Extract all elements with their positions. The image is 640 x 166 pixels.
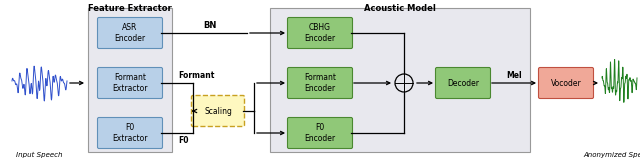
- FancyBboxPatch shape: [191, 95, 244, 126]
- Text: ASR
Encoder: ASR Encoder: [115, 23, 145, 43]
- FancyBboxPatch shape: [538, 68, 593, 98]
- FancyBboxPatch shape: [287, 68, 353, 98]
- Text: Formant: Formant: [178, 71, 214, 80]
- Text: F0
Extractor: F0 Extractor: [112, 123, 148, 143]
- FancyBboxPatch shape: [287, 17, 353, 48]
- FancyBboxPatch shape: [97, 68, 163, 98]
- Text: Scaling: Scaling: [204, 107, 232, 116]
- Text: Formant
Encoder: Formant Encoder: [304, 73, 336, 93]
- Text: Mel: Mel: [507, 71, 522, 80]
- Text: CBHG
Encoder: CBHG Encoder: [305, 23, 335, 43]
- Text: F0
Encoder: F0 Encoder: [305, 123, 335, 143]
- FancyBboxPatch shape: [287, 118, 353, 149]
- Text: Input Speech: Input Speech: [16, 152, 62, 158]
- Text: Formant
Extractor: Formant Extractor: [112, 73, 148, 93]
- Bar: [88, 8, 172, 152]
- FancyBboxPatch shape: [97, 17, 163, 48]
- Text: Acoustic Model: Acoustic Model: [364, 4, 436, 13]
- Text: F0: F0: [178, 136, 189, 145]
- Text: Feature Extractor: Feature Extractor: [88, 4, 172, 13]
- Text: BN: BN: [204, 21, 217, 30]
- Text: Vocoder: Vocoder: [550, 79, 581, 87]
- Text: Decoder: Decoder: [447, 79, 479, 87]
- Bar: [270, 8, 530, 152]
- FancyBboxPatch shape: [97, 118, 163, 149]
- Text: Anonymized Speech: Anonymized Speech: [583, 152, 640, 158]
- FancyBboxPatch shape: [435, 68, 490, 98]
